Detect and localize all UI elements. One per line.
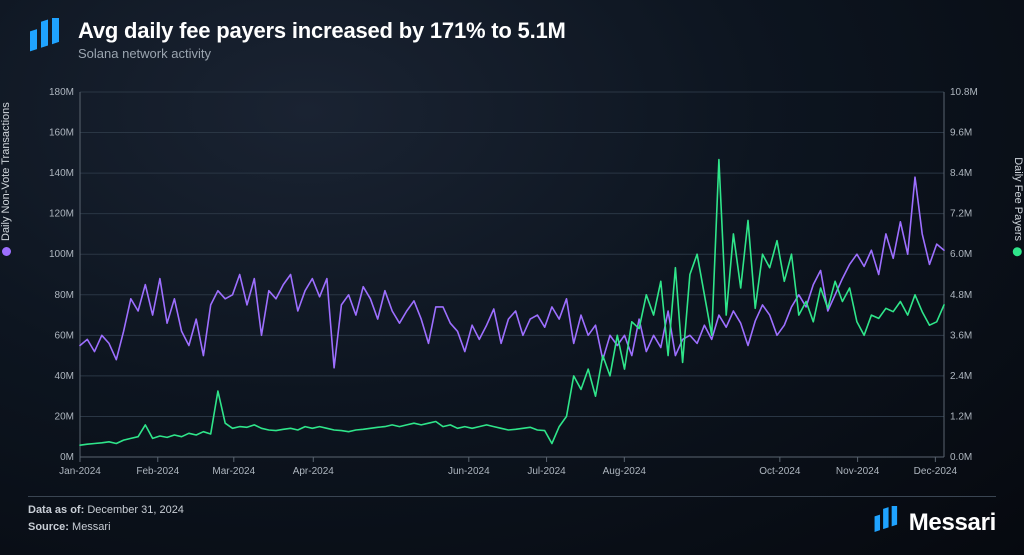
svg-text:7.2M: 7.2M — [950, 209, 972, 220]
svg-text:Jun-2024: Jun-2024 — [448, 466, 490, 477]
svg-text:4.8M: 4.8M — [950, 290, 972, 301]
svg-text:80M: 80M — [55, 290, 74, 301]
svg-text:3.6M: 3.6M — [950, 330, 972, 341]
y-right-axis-label: Daily Fee Payers — [1012, 157, 1024, 256]
svg-text:Apr-2024: Apr-2024 — [293, 466, 335, 477]
footer-divider — [28, 496, 996, 497]
svg-text:Aug-2024: Aug-2024 — [603, 466, 647, 477]
series-dot-left — [2, 247, 11, 256]
svg-text:Feb-2024: Feb-2024 — [136, 466, 179, 477]
svg-text:Jul-2024: Jul-2024 — [527, 466, 566, 477]
chart-area: 0M 0.0M 20M 1.2M 40M 2.4M 60M 3.6M 80M 4.8M 100M 6.… — [28, 86, 996, 485]
svg-text:6.0M: 6.0M — [950, 249, 972, 260]
svg-text:40M: 40M — [55, 371, 74, 382]
svg-text:2.4M: 2.4M — [950, 371, 972, 382]
svg-text:10.8M: 10.8M — [950, 87, 978, 98]
y-left-axis-label: Daily Non-Vote Transactions — [0, 102, 12, 256]
svg-text:0.0M: 0.0M — [950, 452, 972, 463]
svg-text:160M: 160M — [49, 128, 74, 139]
svg-text:20M: 20M — [55, 411, 74, 422]
messari-logo-icon — [28, 18, 64, 54]
messari-logo-icon — [873, 506, 901, 539]
svg-text:140M: 140M — [49, 168, 74, 179]
svg-text:Mar-2024: Mar-2024 — [212, 466, 255, 477]
svg-text:Nov-2024: Nov-2024 — [836, 466, 880, 477]
svg-text:8.4M: 8.4M — [950, 168, 972, 179]
svg-text:120M: 120M — [49, 209, 74, 220]
svg-text:1.2M: 1.2M — [950, 411, 972, 422]
svg-text:Jan-2024: Jan-2024 — [59, 466, 101, 477]
chart-title: Avg daily fee payers increased by 171% t… — [78, 18, 566, 44]
svg-text:Oct-2024: Oct-2024 — [759, 466, 801, 477]
chart-footer: Data as of: December 31, 2024 Source: Me… — [28, 502, 184, 537]
chart-svg: 0M 0.0M 20M 1.2M 40M 2.4M 60M 3.6M 80M 4.8M 100M 6.… — [28, 86, 996, 485]
brand-text: Messari — [909, 509, 996, 537]
svg-text:9.6M: 9.6M — [950, 128, 972, 139]
series-dot-right — [1014, 247, 1023, 256]
chart-header: Avg daily fee payers increased by 171% t… — [28, 18, 566, 61]
brand-block: Messari — [873, 506, 996, 539]
svg-text:100M: 100M — [49, 249, 74, 260]
svg-text:Dec-2024: Dec-2024 — [914, 466, 958, 477]
source-value: Messari — [72, 521, 111, 533]
chart-subtitle: Solana network activity — [78, 46, 566, 61]
data-as-of-label: Data as of: — [28, 504, 84, 516]
source-label: Source: — [28, 521, 69, 533]
data-as-of-value: December 31, 2024 — [87, 504, 184, 516]
svg-text:60M: 60M — [55, 330, 74, 341]
svg-text:0M: 0M — [60, 452, 74, 463]
svg-text:180M: 180M — [49, 87, 74, 98]
